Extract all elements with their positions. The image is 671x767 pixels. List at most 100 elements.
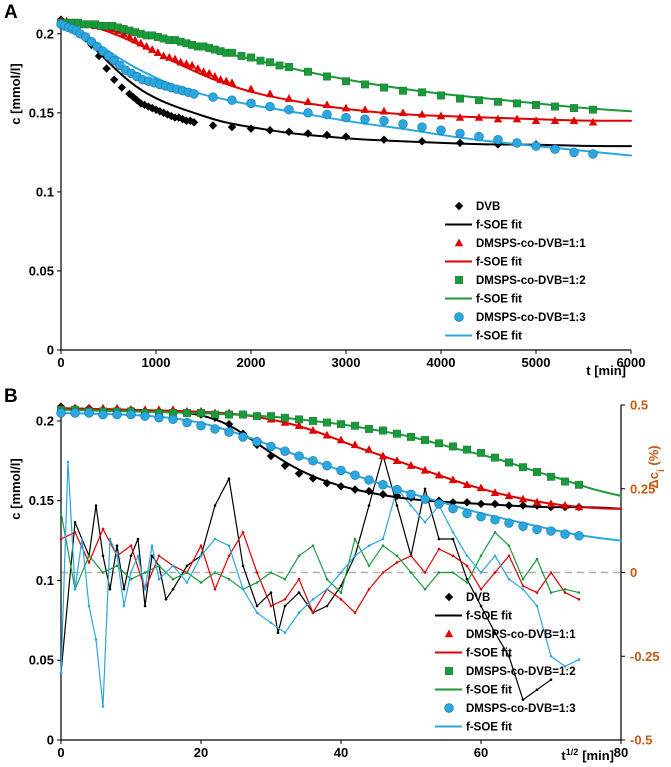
residual-point — [143, 571, 147, 574]
data-point — [322, 478, 332, 488]
series-dmsps-co-dvb-1-3-points — [56, 19, 598, 159]
data-point — [448, 503, 458, 514]
residual-point — [255, 604, 259, 608]
data-point — [532, 101, 540, 109]
data-point — [364, 445, 374, 453]
data-point — [210, 424, 220, 434]
residual-point — [255, 571, 259, 574]
residual-point — [437, 571, 441, 574]
data-point — [187, 60, 197, 69]
data-point — [456, 94, 464, 103]
data-point — [379, 135, 389, 144]
data-point — [246, 124, 256, 133]
data-point — [455, 113, 465, 121]
data-point — [462, 508, 472, 519]
data-point — [448, 475, 458, 484]
data-point — [550, 144, 560, 154]
residual-point — [59, 537, 63, 541]
y2-tick-label: 0.25 — [630, 481, 655, 496]
data-point — [142, 41, 151, 50]
data-point — [252, 436, 262, 447]
legend-item-dmsps-co-dvb-1-2: DMSPS-co-DVB=1:2 — [455, 275, 586, 287]
data-point — [490, 488, 500, 496]
data-point — [418, 88, 426, 97]
residual-point — [185, 564, 189, 568]
data-point — [437, 91, 445, 100]
legend-label: f-SOE fit — [466, 685, 512, 697]
data-point — [364, 486, 374, 496]
residual-point — [563, 591, 567, 594]
data-point — [420, 465, 430, 474]
data-point — [361, 80, 369, 89]
data-point — [350, 485, 360, 494]
residual-point — [297, 591, 301, 594]
residual-point — [535, 688, 539, 692]
y-tick-label: 0.1 — [36, 184, 54, 199]
data-point — [275, 61, 284, 70]
data-point — [280, 446, 290, 456]
residual-point — [535, 557, 539, 561]
data-point — [266, 58, 274, 67]
data-point — [211, 410, 219, 419]
data-point — [253, 412, 261, 421]
residual-point — [381, 544, 385, 547]
residual-point — [269, 591, 273, 594]
data-point — [360, 105, 370, 113]
series-f-soe-fit-line — [60, 21, 632, 148]
residual-point — [521, 584, 525, 588]
data-point — [308, 456, 318, 466]
residual-point — [451, 531, 455, 534]
data-point — [476, 499, 486, 509]
data-point — [284, 127, 294, 137]
residual-point — [171, 587, 175, 591]
y-tick-label: 0.05 — [29, 263, 54, 278]
data-point — [434, 470, 444, 479]
legend-label: f-SOE fit — [476, 294, 522, 306]
data-point — [205, 68, 214, 77]
residual-point — [101, 571, 105, 574]
residual-point — [367, 587, 371, 591]
data-point — [170, 54, 180, 63]
residual-point — [122, 604, 126, 608]
data-point — [189, 118, 199, 127]
residual-point — [465, 581, 469, 584]
data-point — [546, 499, 556, 508]
residual-point — [150, 554, 154, 558]
y-tick-label: 0.2 — [36, 413, 54, 428]
panel-a-chart: A 0 1000 2000 3000 4000 5000 6000 0 0.05 0.1 0.15 0… — [4, 2, 645, 378]
residual-point — [283, 604, 287, 608]
data-point — [239, 410, 247, 419]
data-point — [98, 409, 108, 420]
data-point — [476, 511, 486, 522]
x-tick-label: 60 — [474, 745, 488, 760]
y2-tick-label: -0.25 — [630, 649, 660, 664]
data-point — [455, 128, 465, 139]
residual-point — [115, 544, 119, 547]
data-point — [379, 426, 387, 435]
panel-b-legend: DVB f-SOE fit DMSPS-co-DVB=1:1 f-SOE fit DMS… — [435, 592, 576, 734]
data-point — [490, 515, 500, 525]
legend-item-f-soe-fit: f-SOE fit — [445, 294, 522, 306]
data-point — [406, 461, 416, 469]
data-point — [199, 67, 208, 75]
residual-point — [381, 537, 385, 541]
residual-point — [227, 544, 231, 547]
legend-marker-swatch — [454, 201, 464, 211]
residual-point — [213, 571, 217, 574]
data-point — [84, 408, 94, 418]
y-tick-label: 0 — [47, 343, 54, 358]
residual-point — [479, 571, 483, 574]
data-point — [208, 121, 218, 130]
legend-label: f-SOE fit — [466, 611, 512, 623]
residual-point — [297, 554, 301, 558]
data-point — [303, 129, 313, 138]
data-point — [308, 426, 318, 434]
legend-marker-swatch — [445, 667, 453, 675]
data-point — [504, 501, 514, 510]
data-point — [246, 98, 256, 109]
data-point — [222, 76, 231, 85]
residual-point — [164, 598, 168, 601]
residual-point — [409, 571, 413, 574]
residual-point — [164, 571, 168, 574]
data-point — [125, 89, 134, 99]
